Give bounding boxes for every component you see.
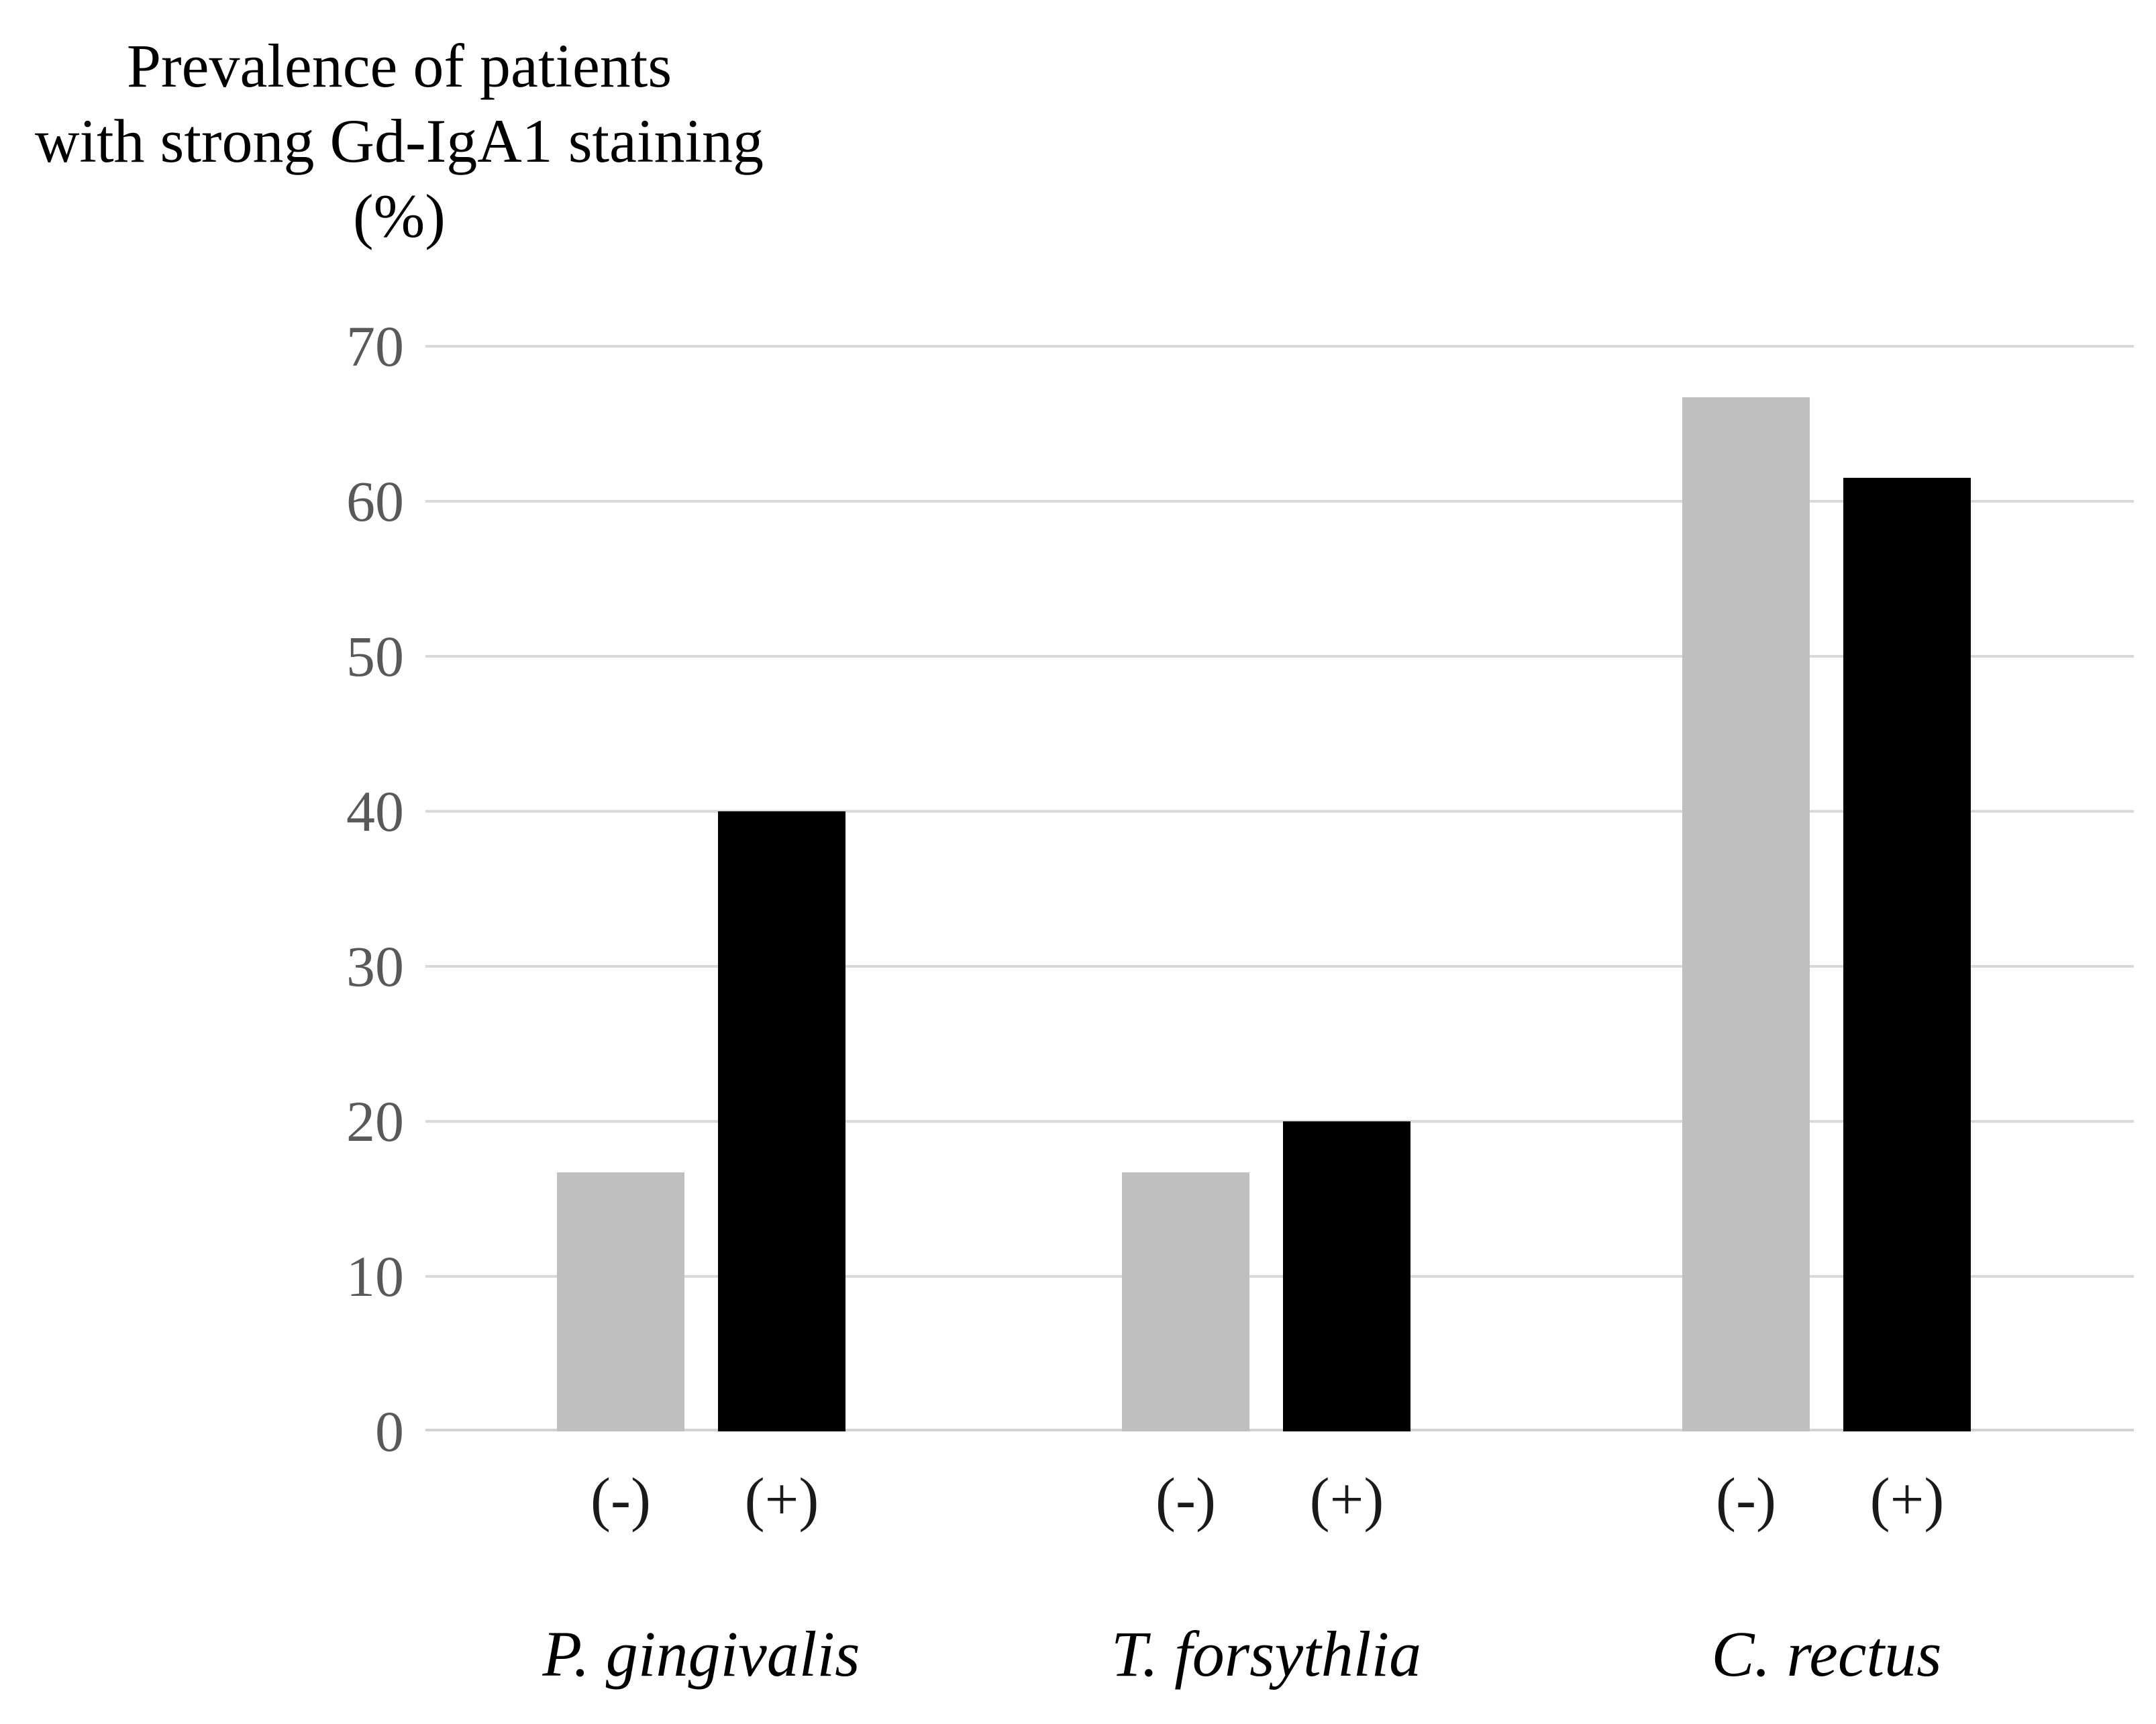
- bar-t-forsythlia-negative: [1122, 1172, 1249, 1431]
- gridline-50: [425, 655, 2134, 658]
- bar-c-rectus-negative: [1682, 397, 1810, 1431]
- category-label-t-forsythlia: T. forsythlia: [1111, 1618, 1422, 1690]
- bar-p-gingivalis-negative: [557, 1172, 684, 1431]
- condition-label-t-forsythlia-positive: (+): [1309, 1466, 1384, 1533]
- gridline-30: [425, 965, 2134, 968]
- y-tick-label-10: 10: [346, 1244, 404, 1309]
- condition-label-p-gingivalis-negative: (-): [591, 1466, 651, 1533]
- plot-area: [425, 345, 2134, 1431]
- category-label-c-rectus: C. rectus: [1711, 1618, 1942, 1690]
- bar-c-rectus-positive: [1843, 478, 1971, 1431]
- bar-t-forsythlia-positive: [1283, 1121, 1410, 1431]
- condition-label-c-rectus-positive: (+): [1869, 1466, 1945, 1533]
- gridline-60: [425, 500, 2134, 503]
- y-tick-label-50: 50: [346, 624, 404, 689]
- chart-title-line-1: Prevalence of patients: [126, 32, 672, 100]
- gridline-70: [425, 345, 2134, 348]
- y-tick-label-20: 20: [346, 1089, 404, 1154]
- condition-label-c-rectus-negative: (-): [1716, 1466, 1776, 1533]
- chart-title: Prevalence of patients with strong Gd-Ig…: [0, 28, 799, 254]
- condition-label-t-forsythlia-negative: (-): [1156, 1466, 1216, 1533]
- bar-p-gingivalis-positive: [718, 811, 845, 1431]
- gridline-40: [425, 810, 2134, 813]
- gridline-20: [425, 1120, 2134, 1123]
- y-tick-label-40: 40: [346, 779, 404, 844]
- y-tick-label-60: 60: [346, 469, 404, 534]
- chart-title-line-2: with strong Gd-IgA1 staining: [34, 107, 764, 175]
- condition-label-p-gingivalis-positive: (+): [744, 1466, 819, 1533]
- chart-title-line-3: (%): [353, 182, 446, 250]
- y-tick-label-0: 0: [375, 1399, 404, 1464]
- x-axis-line: [425, 1429, 2134, 1431]
- gridline-10: [425, 1275, 2134, 1278]
- y-tick-label-70: 70: [346, 314, 404, 378]
- y-tick-label-30: 30: [346, 934, 404, 999]
- category-label-p-gingivalis: P. gingivalis: [542, 1618, 860, 1690]
